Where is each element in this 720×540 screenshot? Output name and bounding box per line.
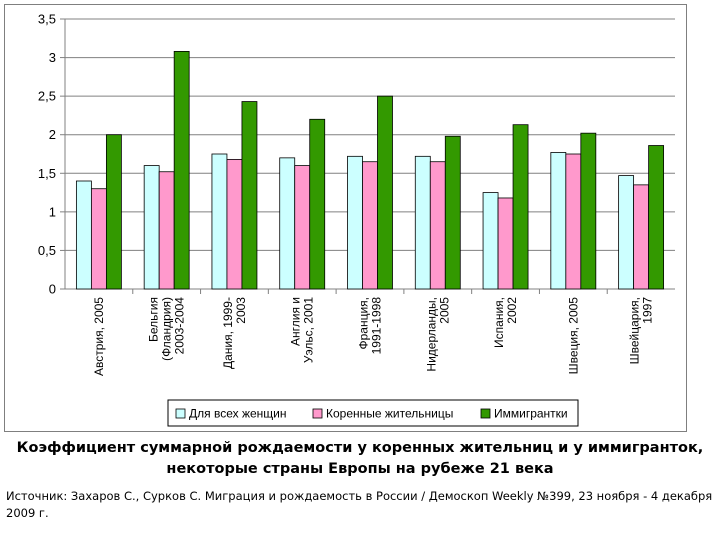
x-category-label: Швейцария, [628, 297, 642, 364]
bar [90, 188, 107, 290]
bar [444, 135, 461, 290]
y-tick-label: 3 [49, 50, 56, 65]
x-category-label: 2005 [437, 297, 451, 324]
x-category-label: 1997 [641, 297, 655, 324]
legend-label: Коренные жительницы [326, 407, 453, 421]
legend-box [167, 399, 579, 427]
y-tick-label: 1,5 [38, 166, 56, 181]
caption-line-1: Коэффициент суммарной рождаемости у коре… [16, 440, 704, 456]
x-category-label: Уэльс, 2001 [302, 297, 316, 363]
bar [347, 155, 363, 290]
bar [226, 158, 243, 290]
chart-caption: Коэффициент суммарной рождаемости у коре… [0, 438, 720, 480]
x-category-label: Бельгия [147, 297, 161, 342]
bar [512, 124, 529, 290]
bar [362, 161, 378, 290]
bar [309, 118, 326, 290]
bar [429, 161, 446, 290]
bar [633, 184, 650, 290]
y-tick-label: 1 [49, 204, 56, 219]
fertility-bar-chart: 0 0,5 1 1,5 2 2,5 3 3,5 Австрия, 2005 Бельгия (Фла… [38, 12, 675, 427]
bar [482, 192, 499, 290]
bar [618, 175, 635, 290]
x-category-label: Англия и [289, 297, 303, 346]
legend-label: Иммигрантки [494, 407, 568, 421]
source-note: Источник: Захаров С., Сурков С. Миграция… [6, 489, 713, 520]
y-tick-label: 2 [49, 127, 56, 142]
bar [279, 157, 296, 290]
x-category-label: Испания, [492, 297, 506, 348]
bar [211, 153, 228, 290]
bar [648, 145, 665, 290]
bar [565, 153, 582, 290]
x-category-label: Швеция, 2005 [566, 297, 580, 375]
x-category-label: 2003-2004 [173, 297, 187, 355]
bar [241, 101, 258, 290]
x-category-label: 1991-1998 [370, 297, 384, 355]
legend-swatch [175, 408, 186, 419]
bar [143, 165, 160, 290]
bar [105, 134, 122, 290]
bar [158, 171, 175, 290]
x-category-label: 2002 [505, 297, 519, 324]
legend-swatch [312, 408, 323, 419]
y-tick-label: 2,5 [38, 89, 56, 104]
bar [377, 95, 393, 290]
bar [294, 165, 311, 290]
bar [414, 155, 431, 290]
x-category-label: Австрия, 2005 [92, 297, 106, 376]
x-category-label: 2003 [234, 297, 248, 324]
x-category-label: Франция, [357, 297, 371, 350]
bar [173, 51, 190, 290]
caption-line-2: некоторые страны Европы на рубеже 21 век… [166, 461, 554, 477]
x-category-label: Дания, 1999- [221, 297, 235, 369]
bar [497, 197, 514, 290]
bar [75, 180, 92, 290]
chart-frame: 0 0,5 1 1,5 2 2,5 3 3,5 Австрия, 2005 Бельгия (Фла… [4, 4, 687, 432]
y-tick-label: 0,5 [38, 243, 56, 258]
x-category-label: Нидерланды, [424, 297, 438, 372]
x-category-label: (Фландрия) [160, 297, 174, 361]
y-tick-label: 0 [49, 282, 56, 297]
legend-label: Для всех женщин [189, 407, 286, 421]
y-tick-label: 3,5 [38, 12, 56, 27]
legend-swatch [480, 408, 491, 419]
bar [580, 132, 597, 290]
bar [550, 152, 567, 290]
